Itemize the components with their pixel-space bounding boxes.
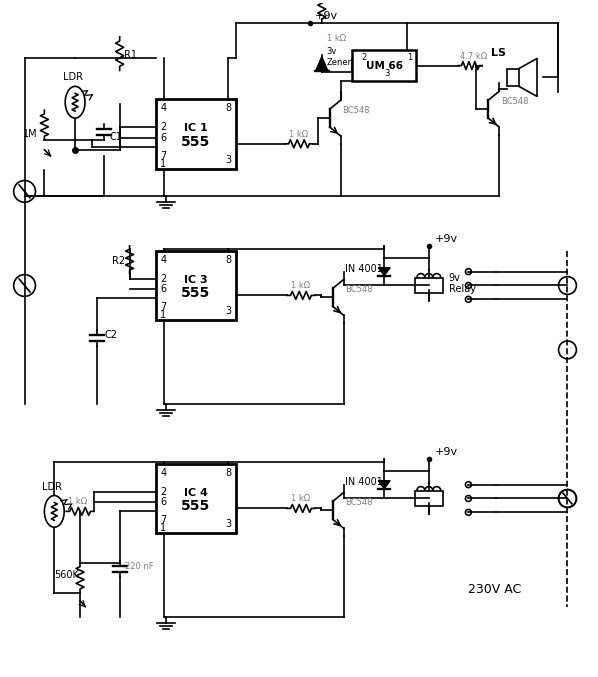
Text: 7: 7	[160, 151, 166, 160]
Text: 2: 2	[160, 122, 166, 132]
Text: C1: C1	[110, 132, 123, 142]
Text: 1: 1	[160, 158, 166, 169]
Text: 2: 2	[160, 274, 166, 284]
Bar	[156, 250, 236, 320]
Text: IC 3: IC 3	[184, 275, 208, 284]
Text: 1 kΩ: 1 kΩ	[289, 130, 308, 139]
Text: 555: 555	[181, 135, 210, 149]
Text: 3: 3	[225, 306, 231, 316]
Bar	[156, 464, 236, 533]
Text: BC548: BC548	[346, 498, 373, 508]
Text: Relay: Relay	[448, 284, 475, 294]
Text: 3: 3	[225, 154, 231, 165]
Bar	[415, 491, 443, 506]
Text: +9v: +9v	[315, 11, 338, 21]
Polygon shape	[379, 267, 390, 276]
Text: 220 nF: 220 nF	[124, 562, 153, 571]
Text: 2: 2	[160, 487, 166, 496]
Text: BC548: BC548	[501, 97, 529, 106]
Text: 6: 6	[160, 284, 166, 294]
Ellipse shape	[65, 87, 85, 118]
Text: UM 66: UM 66	[366, 60, 402, 70]
Text: BC548: BC548	[346, 286, 373, 294]
Text: LDR: LDR	[63, 72, 83, 83]
Text: LDR: LDR	[42, 481, 62, 492]
Polygon shape	[379, 481, 390, 489]
Text: 8: 8	[225, 255, 231, 265]
Polygon shape	[316, 57, 328, 70]
Bar	[415, 278, 443, 293]
Text: 230V AC: 230V AC	[468, 583, 521, 596]
Text: 2: 2	[361, 53, 366, 62]
Text: LS: LS	[491, 47, 506, 58]
Text: 7: 7	[160, 303, 166, 312]
Text: 1 kΩ: 1 kΩ	[291, 494, 310, 504]
Text: 1 kΩ: 1 kΩ	[327, 34, 346, 43]
Text: 4: 4	[160, 103, 166, 113]
Text: +9v: +9v	[435, 234, 458, 244]
Text: 560K: 560K	[54, 570, 79, 580]
Text: 1M: 1M	[23, 129, 37, 139]
Text: 4: 4	[160, 255, 166, 265]
Text: 1: 1	[407, 53, 413, 62]
Text: R1: R1	[124, 49, 137, 60]
Text: 3: 3	[225, 519, 231, 529]
Text: C2: C2	[105, 330, 118, 340]
Text: 9v: 9v	[448, 273, 460, 282]
Text: IN 4001: IN 4001	[344, 477, 383, 487]
Text: IC 4: IC 4	[184, 487, 208, 498]
Text: +9v: +9v	[435, 447, 458, 457]
Bar	[352, 49, 416, 81]
Text: 555: 555	[181, 286, 210, 301]
Text: IC 1: IC 1	[184, 123, 208, 133]
Text: 3v
Zener: 3v Zener	[327, 47, 352, 66]
Text: BC548: BC548	[343, 106, 370, 115]
Text: R2: R2	[112, 256, 125, 265]
Bar	[507, 68, 519, 87]
Text: 8: 8	[225, 468, 231, 478]
Text: 6: 6	[160, 498, 166, 508]
Text: 4.7 kΩ: 4.7 kΩ	[460, 51, 487, 61]
Text: 1 kΩ: 1 kΩ	[291, 282, 310, 290]
Text: 8: 8	[225, 103, 231, 113]
Text: 6: 6	[160, 133, 166, 143]
Text: 1: 1	[160, 310, 166, 320]
Text: 4: 4	[160, 468, 166, 478]
Text: 1 kΩ: 1 kΩ	[68, 498, 87, 506]
Ellipse shape	[44, 496, 64, 527]
Text: 7: 7	[160, 515, 166, 525]
Text: 555: 555	[181, 500, 210, 513]
Text: 1: 1	[160, 523, 166, 533]
Text: 3: 3	[384, 70, 389, 79]
Bar	[156, 100, 236, 169]
Text: IN 4001: IN 4001	[344, 263, 383, 274]
